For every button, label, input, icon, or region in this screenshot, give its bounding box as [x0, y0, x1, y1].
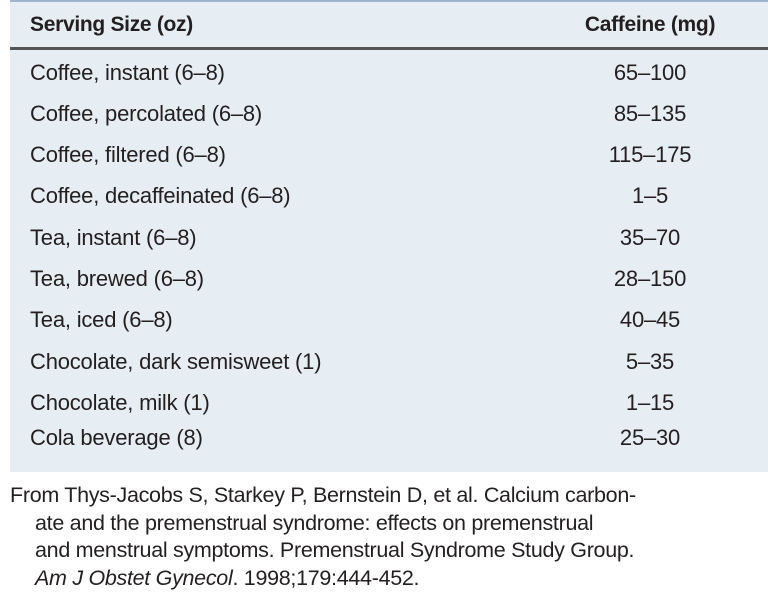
- journal-name: Am J Obstet Gynecol: [35, 565, 233, 590]
- header-serving-size: Serving Size (oz): [30, 13, 193, 36]
- serving-item: Coffee, filtered (6–8): [30, 142, 226, 167]
- table-row: Coffee, filtered (6–8) 115–175: [10, 142, 768, 172]
- caffeine-value: 1–15: [625, 390, 675, 415]
- table-row: Coffee, percolated (6–8) 85–135: [10, 101, 768, 131]
- caffeine-value: 28–150: [613, 266, 687, 291]
- caffeine-value: 25–30: [619, 425, 681, 450]
- serving-item: Coffee, percolated (6–8): [30, 101, 263, 126]
- serving-item: Tea, brewed (6–8): [30, 266, 204, 291]
- source-footnote: From Thys-Jacobs S, Starkey P, Bernstein…: [10, 482, 768, 592]
- caffeine-value: 115–175: [608, 142, 692, 167]
- caffeine-table: Serving Size (oz) Caffeine (mg) Coffee, …: [10, 0, 768, 472]
- footnote-line: ate and the premenstrual syndrome: effec…: [35, 510, 594, 535]
- footnote-line: and menstrual symptoms. Premenstrual Syn…: [35, 538, 635, 562]
- serving-item: Tea, instant (6–8): [30, 225, 197, 250]
- caffeine-value: 1–5: [631, 183, 669, 208]
- table-row: Tea, brewed (6–8) 28–150: [10, 266, 768, 296]
- caffeine-value: 85–135: [613, 101, 687, 126]
- serving-item: Coffee, instant (6–8): [30, 60, 225, 85]
- caffeine-value: 35–70: [619, 225, 681, 250]
- footnote-line: From Thys-Jacobs S, Starkey P, Bernstein…: [10, 483, 636, 507]
- table-row: Chocolate, milk (1) 1–15: [10, 390, 768, 420]
- table-row: Tea, iced (6–8) 40–45: [10, 307, 768, 337]
- table-header: Serving Size (oz) Caffeine (mg): [10, 2, 768, 50]
- serving-item: Tea, iced (6–8): [30, 307, 173, 332]
- caffeine-value: 5–35: [625, 349, 675, 374]
- table-row: Cola beverage (8) 25–30: [10, 425, 768, 455]
- serving-item: Chocolate, milk (1): [30, 390, 210, 415]
- serving-item: Cola beverage (8): [30, 425, 203, 450]
- caffeine-value: 65–100: [613, 60, 687, 85]
- table-row: Coffee, instant (6–8) 65–100: [10, 60, 768, 90]
- table-row: Tea, instant (6–8) 35–70: [10, 225, 768, 255]
- table-row: Chocolate, dark semisweet (1) 5–35: [10, 349, 768, 379]
- caffeine-value: 40–45: [619, 307, 681, 332]
- header-caffeine: Caffeine (mg): [584, 13, 716, 36]
- footnote-citation: Am J Obstet Gynecol. 1998;179:444-452.: [10, 565, 768, 593]
- citation-details: . 1998;179:444-452.: [232, 565, 420, 590]
- table-row: Coffee, decaffeinated (6–8) 1–5: [10, 183, 768, 213]
- serving-item: Coffee, decaffeinated (6–8): [30, 183, 291, 208]
- serving-item: Chocolate, dark semisweet (1): [30, 349, 322, 374]
